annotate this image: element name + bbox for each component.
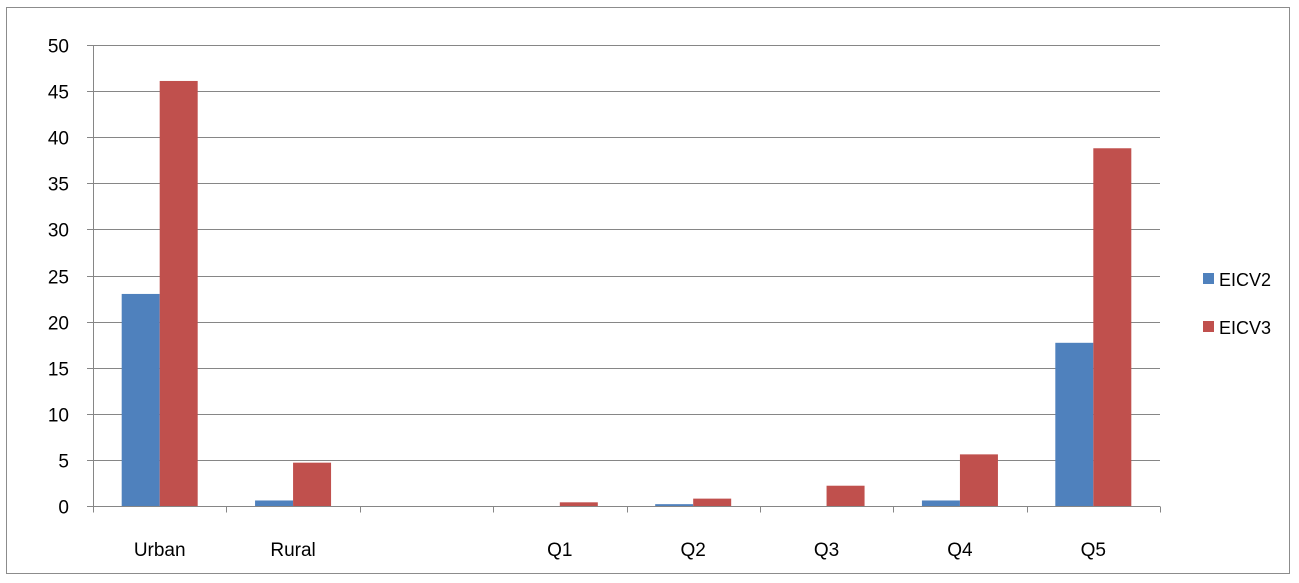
x-tick-label: Q2 — [681, 540, 706, 561]
y-tick-label: 25 — [48, 268, 69, 289]
gridlines — [93, 45, 1160, 461]
legend-label-eicv3: EICV3 — [1219, 318, 1271, 338]
x-tick-label: Rural — [270, 540, 315, 561]
bar-eicv2-urban — [121, 293, 160, 506]
y-axis: 0 5 10 15 20 25 30 35 40 45 50 — [48, 37, 94, 519]
bars — [121, 80, 1132, 506]
x-tick-label: Q5 — [1081, 540, 1106, 561]
y-tick-label: 45 — [48, 83, 69, 104]
y-tick-label: 35 — [48, 175, 69, 196]
x-axis: Urban Rural Q1 Q2 Q3 Q4 Q5 — [93, 506, 1161, 561]
bar-eicv3-q3 — [826, 485, 865, 506]
bar-eicv3-urban — [159, 80, 198, 506]
x-tick-label: Q4 — [947, 540, 973, 561]
bar-eicv3-rural — [293, 462, 332, 506]
x-tick-label: Q1 — [547, 540, 572, 561]
bar-eicv2-rural — [255, 500, 294, 506]
y-tick-label: 40 — [48, 129, 69, 150]
bar-eicv2-q2 — [655, 504, 694, 506]
bar-eicv3-q4 — [959, 454, 998, 506]
y-tick-label: 50 — [48, 37, 69, 58]
y-tick-label: 5 — [58, 452, 69, 473]
legend: EICV2 EICV3 — [1203, 270, 1271, 338]
y-tick-label: 20 — [48, 314, 69, 335]
y-tick-label: 10 — [48, 406, 69, 427]
legend-label-eicv2: EICV2 — [1219, 270, 1271, 290]
y-tick-label: 30 — [48, 221, 69, 242]
x-tick-label: Q3 — [814, 540, 839, 561]
y-tick-label: 15 — [48, 360, 69, 381]
bar-eicv2-q4 — [921, 500, 960, 506]
bar-eicv2-q5 — [1055, 342, 1094, 506]
y-tick-label: 0 — [58, 498, 69, 519]
bar-eicv3-q2 — [693, 498, 732, 506]
legend-swatch-eicv3 — [1203, 321, 1214, 332]
x-tick-label: Urban — [134, 540, 186, 561]
legend-swatch-eicv2 — [1203, 273, 1214, 284]
bar-eicv3-q5 — [1093, 148, 1132, 506]
bar-eicv3-q1 — [559, 502, 598, 506]
